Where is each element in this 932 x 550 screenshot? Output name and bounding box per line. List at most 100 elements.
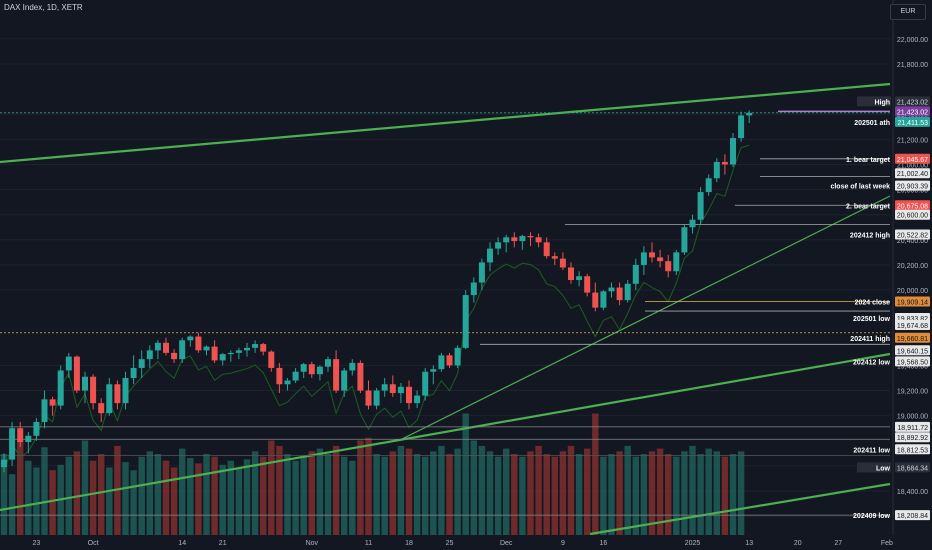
candle-body[interactable] — [657, 257, 664, 262]
candle-body[interactable] — [738, 115, 745, 139]
candle-body[interactable] — [235, 350, 242, 353]
candle-body[interactable] — [592, 292, 599, 308]
candle-body[interactable] — [90, 376, 97, 404]
candle-body[interactable] — [640, 252, 647, 265]
candle-body[interactable] — [608, 287, 615, 292]
candle-body[interactable] — [430, 369, 437, 372]
candle-body[interactable] — [438, 355, 445, 370]
candle-body[interactable] — [713, 161, 720, 179]
candle-body[interactable] — [9, 428, 16, 460]
candle-body[interactable] — [665, 261, 672, 272]
candle-body[interactable] — [519, 236, 526, 242]
candle-body[interactable] — [341, 370, 348, 391]
candle-body[interactable] — [527, 236, 534, 238]
candle-body[interactable] — [114, 384, 121, 404]
candle-body[interactable] — [503, 237, 510, 243]
candle-body[interactable] — [543, 242, 550, 257]
candle-body[interactable] — [49, 399, 56, 406]
candle-body[interactable] — [576, 276, 583, 281]
candle-body[interactable] — [632, 264, 639, 284]
candle-body[interactable] — [551, 256, 558, 259]
candle-body[interactable] — [325, 359, 331, 367]
candle-body[interactable] — [446, 355, 453, 366]
candle-body[interactable] — [624, 283, 631, 301]
candle-body[interactable] — [25, 435, 32, 443]
candle-body[interactable] — [73, 356, 80, 391]
candle-body[interactable] — [414, 395, 421, 404]
candle-body[interactable] — [357, 362, 364, 391]
candle-body[interactable] — [308, 364, 315, 375]
candle-body[interactable] — [219, 354, 226, 361]
candle-body[interactable] — [138, 359, 145, 368]
candle-body[interactable] — [130, 367, 137, 378]
candle-body[interactable] — [98, 403, 105, 414]
candle-body[interactable] — [227, 352, 234, 355]
candle-body[interactable] — [276, 367, 283, 385]
candle-body[interactable] — [179, 340, 186, 360]
candle-body[interactable] — [381, 384, 388, 391]
candle-body[interactable] — [495, 242, 502, 249]
candle-body[interactable] — [584, 276, 591, 293]
candle-body[interactable] — [721, 161, 728, 165]
candle-body[interactable] — [454, 347, 461, 366]
candle-body[interactable] — [511, 237, 518, 242]
candle-body[interactable] — [146, 350, 153, 360]
candle-body[interactable] — [649, 252, 655, 258]
candle-body[interactable] — [406, 386, 412, 404]
candle-body[interactable] — [422, 371, 429, 396]
candle-body[interactable] — [478, 262, 485, 283]
trend-line[interactable] — [0, 352, 891, 512]
candle-body[interactable] — [397, 386, 404, 394]
candle-body[interactable] — [106, 384, 113, 414]
candle-body[interactable] — [154, 342, 161, 351]
currency-button[interactable]: EUR — [890, 4, 926, 20]
candle-body[interactable] — [41, 399, 48, 422]
candle-body[interactable] — [65, 356, 72, 371]
candle-body[interactable] — [244, 347, 250, 351]
candle-body[interactable] — [689, 219, 696, 228]
candle-body[interactable] — [705, 178, 712, 193]
candle-body[interactable] — [697, 192, 704, 220]
candle-body[interactable] — [600, 291, 607, 308]
candle-body[interactable] — [365, 390, 372, 406]
candle-body[interactable] — [462, 295, 469, 348]
candle-body[interactable] — [33, 421, 40, 436]
trend-line[interactable] — [589, 482, 891, 536]
candle-body[interactable] — [470, 282, 477, 296]
candle-body[interactable] — [171, 352, 178, 360]
trend-line[interactable] — [0, 82, 891, 164]
candle-body[interactable] — [373, 390, 380, 406]
candle-body[interactable] — [559, 258, 566, 268]
candle-body[interactable] — [300, 364, 307, 372]
candle-body[interactable] — [681, 227, 688, 253]
candle-body[interactable] — [333, 359, 340, 391]
candle-body[interactable] — [284, 380, 291, 385]
trend-line[interactable] — [399, 195, 891, 441]
candle-body[interactable] — [389, 384, 396, 394]
candle-body[interactable] — [1, 459, 7, 468]
candle-body[interactable] — [673, 252, 680, 272]
candle-body[interactable] — [211, 346, 218, 361]
candle-body[interactable] — [349, 362, 356, 371]
candle-body[interactable] — [487, 248, 493, 263]
candle-body[interactable] — [122, 377, 129, 404]
candle-body[interactable] — [292, 371, 299, 381]
candle-body[interactable] — [195, 336, 202, 351]
candle-body[interactable] — [187, 336, 194, 341]
candle-body[interactable] — [163, 342, 169, 353]
candle-body[interactable] — [82, 376, 88, 391]
candle-body[interactable] — [268, 351, 275, 368]
candle-body[interactable] — [616, 287, 623, 301]
candle-body[interactable] — [746, 112, 753, 116]
candle-body[interactable] — [260, 344, 267, 352]
candle-body[interactable] — [730, 138, 736, 165]
candle-body[interactable] — [17, 428, 24, 443]
candle-body[interactable] — [252, 344, 259, 348]
candle-body[interactable] — [316, 366, 323, 375]
candle-body[interactable] — [203, 346, 210, 351]
candle-body[interactable] — [57, 370, 64, 406]
candle-body[interactable] — [568, 267, 574, 281]
price-badge-label: 19,640.15 — [897, 348, 928, 355]
candle-body[interactable] — [535, 237, 542, 243]
